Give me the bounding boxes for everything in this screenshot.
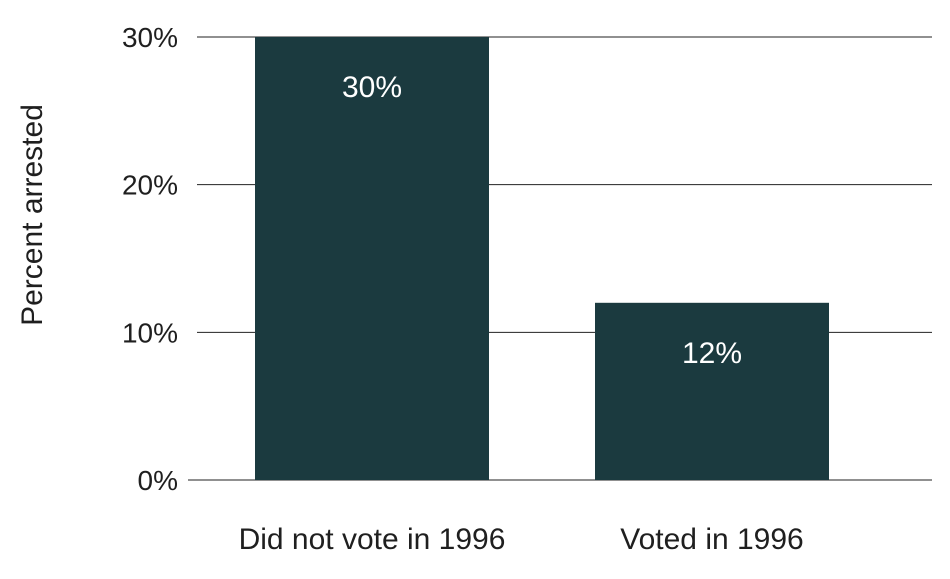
x-category-label: Voted in 1996 [620, 523, 804, 556]
y-tick-label: 30% [122, 22, 178, 53]
x-category-label: Did not vote in 1996 [239, 523, 506, 556]
bar [595, 302, 829, 480]
labels: 0% 10% 20% 30% 30% Did not vote in 1996 12% Vot… [122, 22, 804, 556]
bars [255, 37, 829, 480]
bar-data-label: 12% [682, 337, 742, 370]
bar-data-label: 30% [342, 71, 402, 104]
y-tick-label: 20% [122, 170, 178, 201]
y-tick-label: 0% [138, 465, 178, 496]
bar [255, 37, 489, 480]
y-axis-title: Percent arrested [16, 104, 49, 326]
y-tick-label: 10% [122, 317, 178, 348]
